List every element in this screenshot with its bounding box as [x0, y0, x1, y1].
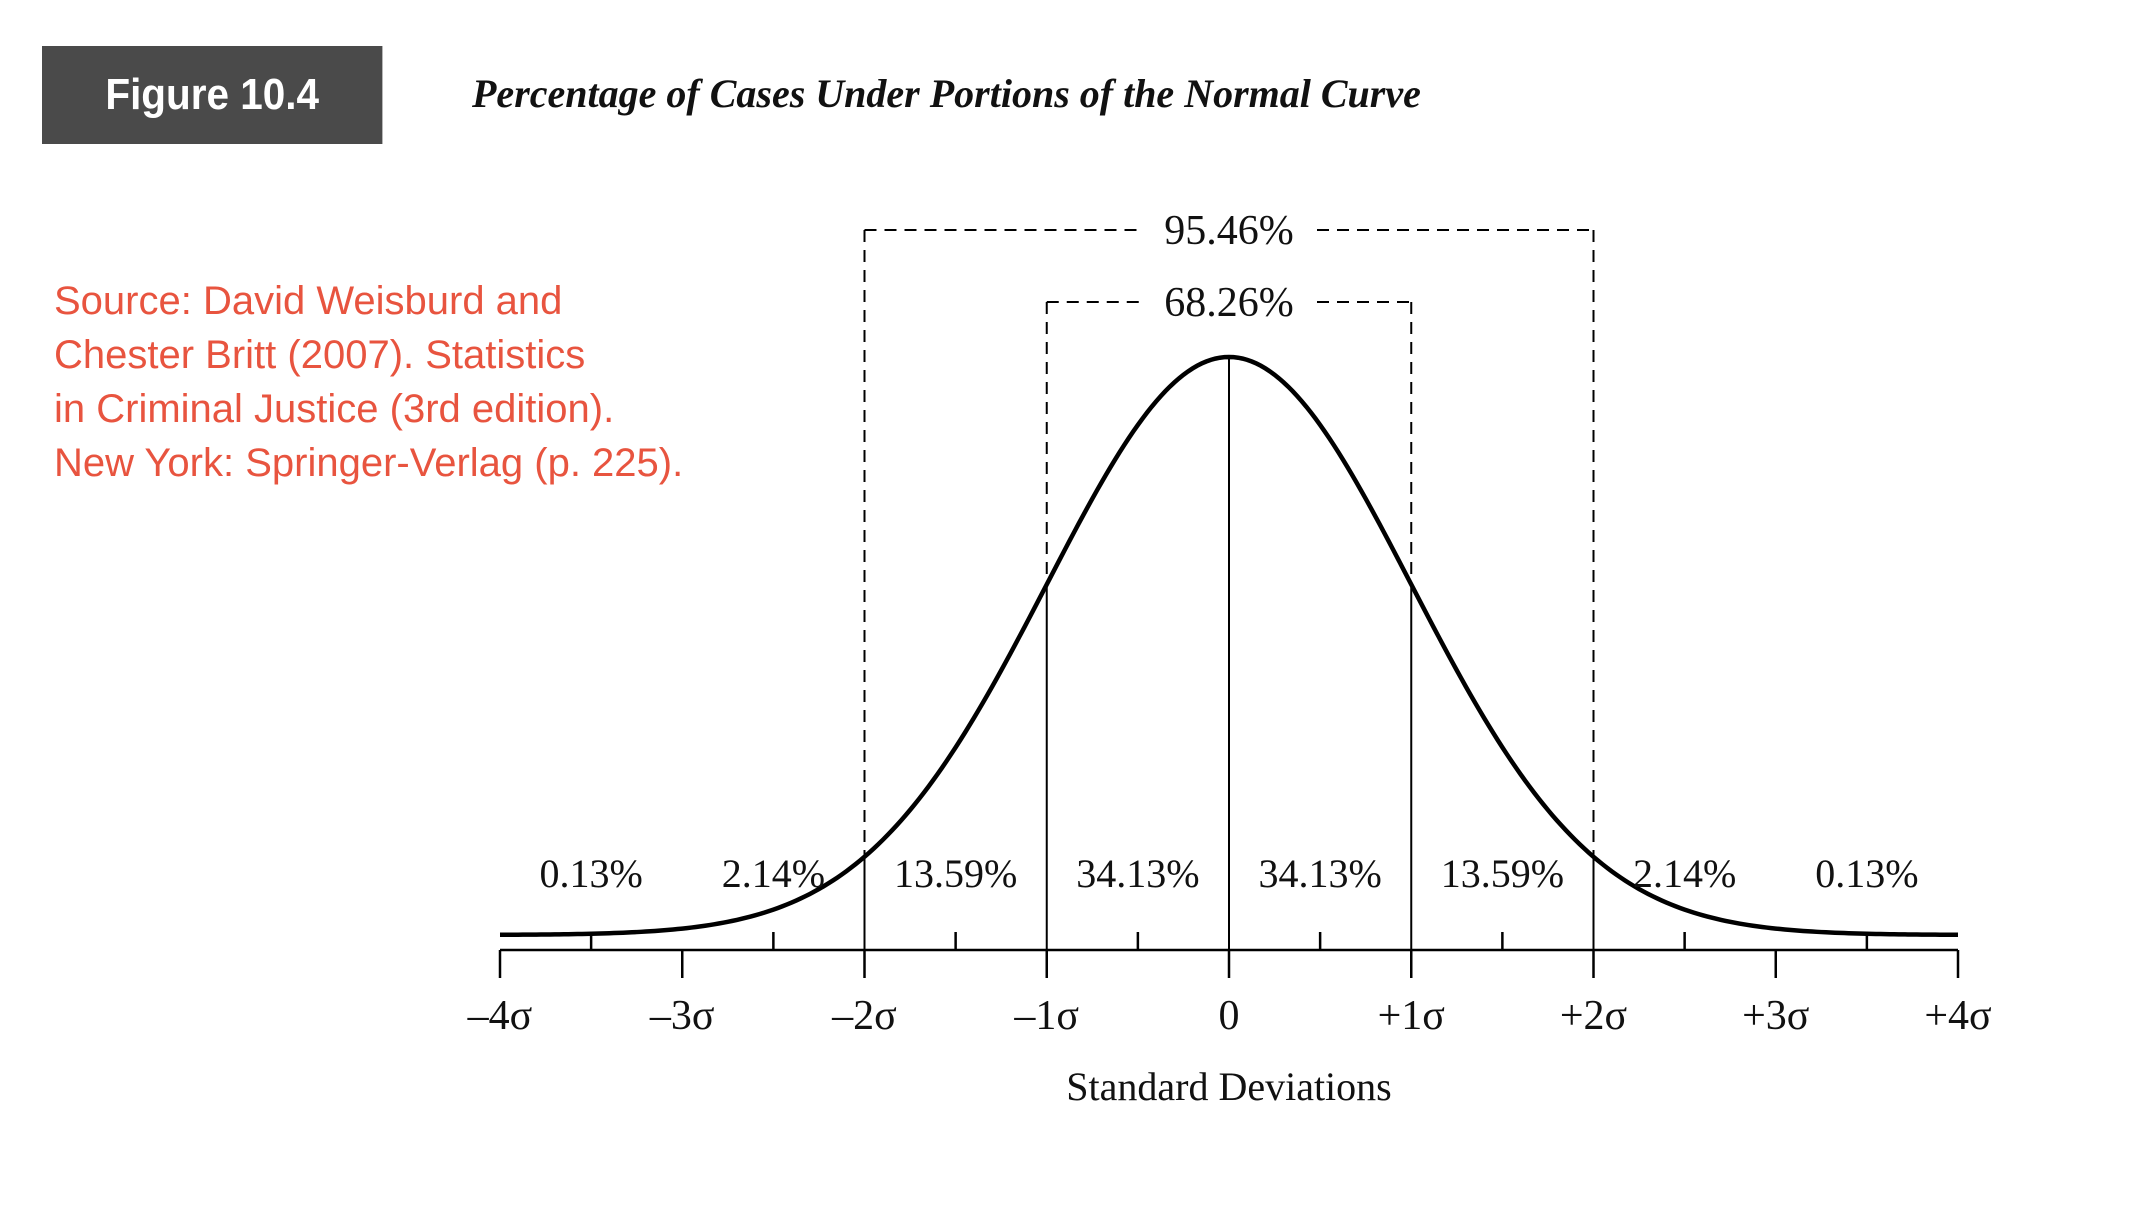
source-line: Chester Britt (2007). Statistics	[54, 333, 586, 377]
source-note: Source: David Weisburd and Chester Britt…	[54, 274, 683, 490]
source-line: in Criminal Justice (3rd edition).	[54, 387, 615, 431]
tick-label: +4σ	[1924, 993, 1991, 1039]
tick-label: –3σ	[649, 993, 715, 1039]
figure-label-badge: Figure 10.4	[42, 46, 383, 144]
tick-label: +2σ	[1560, 993, 1627, 1039]
source-line: New York: Springer-Verlag (p. 225).	[54, 441, 684, 485]
tick-label: –2σ	[831, 993, 897, 1039]
segment-percent-label: 34.13%	[1076, 851, 1199, 896]
axis-layer: –4σ –3σ –2σ –1σ 0 +1σ +2σ +3σ +4σ	[467, 932, 1992, 1039]
source-line: Source: David Weisburd and	[54, 279, 563, 323]
segment-percent-label: 13.59%	[1441, 851, 1564, 896]
x-axis-label: Standard Deviations	[1066, 1064, 1392, 1109]
figure-label: Figure 10.4	[105, 70, 320, 119]
segment-percent-label: 34.13%	[1258, 851, 1381, 896]
segment-percent-label: 2.14%	[1633, 851, 1736, 896]
tick-label: –1σ	[1013, 993, 1079, 1039]
segment-percent-label: 13.59%	[894, 851, 1017, 896]
tick-label: –4σ	[467, 993, 533, 1039]
tick-label: 0	[1219, 993, 1240, 1039]
curve-layer	[499, 354, 1959, 938]
tick-label: +1σ	[1378, 993, 1445, 1039]
bracket-label: 68.26%	[1164, 280, 1294, 326]
figure-title: Percentage of Cases Under Portions of th…	[472, 71, 1421, 116]
normal-curve-line	[499, 354, 1959, 938]
tick-label: +3σ	[1742, 993, 1809, 1039]
brackets-layer: 95.46% 68.26%	[863, 208, 1595, 857]
segment-percent-label: 0.13%	[539, 851, 642, 896]
labels-layer: 0.13% 2.14% 13.59% 34.13% 34.13% 13.59% 2.14% 0…	[539, 851, 1918, 896]
segment-percent-label: 2.14%	[722, 851, 825, 896]
segment-percent-label: 0.13%	[1815, 851, 1918, 896]
dividers-layer	[863, 357, 1595, 950]
bracket-label: 95.46%	[1164, 208, 1294, 254]
